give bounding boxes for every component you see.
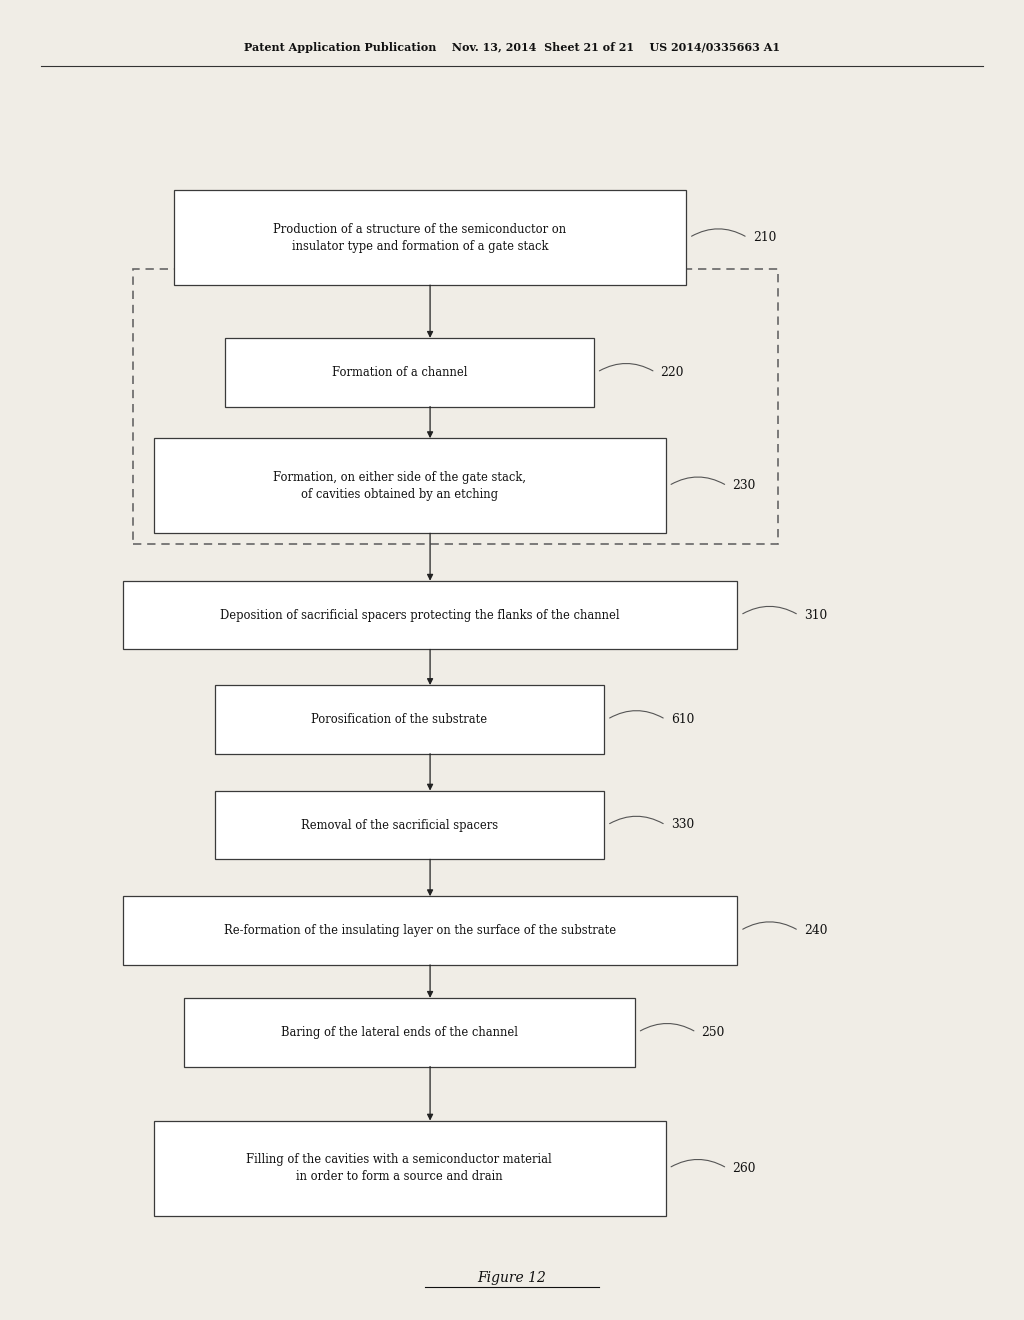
- Text: Baring of the lateral ends of the channel: Baring of the lateral ends of the channe…: [281, 1026, 518, 1039]
- Text: Deposition of sacrificial spacers protecting the flanks of the channel: Deposition of sacrificial spacers protec…: [220, 609, 620, 622]
- FancyBboxPatch shape: [184, 998, 635, 1067]
- Text: 230: 230: [732, 479, 756, 492]
- FancyBboxPatch shape: [123, 581, 737, 649]
- Text: Production of a structure of the semiconductor on
insulator type and formation o: Production of a structure of the semicon…: [273, 223, 566, 252]
- FancyBboxPatch shape: [174, 190, 686, 285]
- Text: Formation, on either side of the gate stack,
of cavities obtained by an etching: Formation, on either side of the gate st…: [272, 471, 526, 500]
- FancyBboxPatch shape: [215, 791, 604, 859]
- FancyBboxPatch shape: [215, 685, 604, 754]
- Text: Porosification of the substrate: Porosification of the substrate: [311, 713, 487, 726]
- Text: 210: 210: [753, 231, 776, 244]
- Text: 310: 310: [804, 609, 827, 622]
- Text: Filling of the cavities with a semiconductor material
in order to form a source : Filling of the cavities with a semicondu…: [247, 1154, 552, 1183]
- Text: 240: 240: [804, 924, 827, 937]
- Text: Patent Application Publication    Nov. 13, 2014  Sheet 21 of 21    US 2014/03356: Patent Application Publication Nov. 13, …: [244, 42, 780, 53]
- Text: Figure 12: Figure 12: [477, 1271, 547, 1284]
- FancyBboxPatch shape: [154, 1121, 666, 1216]
- Text: 250: 250: [701, 1026, 725, 1039]
- Text: Formation of a channel: Formation of a channel: [332, 366, 467, 379]
- Text: Re-formation of the insulating layer on the surface of the substrate: Re-formation of the insulating layer on …: [224, 924, 615, 937]
- Text: 220: 220: [660, 366, 684, 379]
- FancyBboxPatch shape: [154, 438, 666, 533]
- FancyBboxPatch shape: [225, 338, 594, 407]
- Text: Removal of the sacrificial spacers: Removal of the sacrificial spacers: [301, 818, 498, 832]
- Text: 330: 330: [671, 818, 694, 832]
- Text: 610: 610: [671, 713, 694, 726]
- Text: 260: 260: [732, 1162, 756, 1175]
- FancyBboxPatch shape: [123, 896, 737, 965]
